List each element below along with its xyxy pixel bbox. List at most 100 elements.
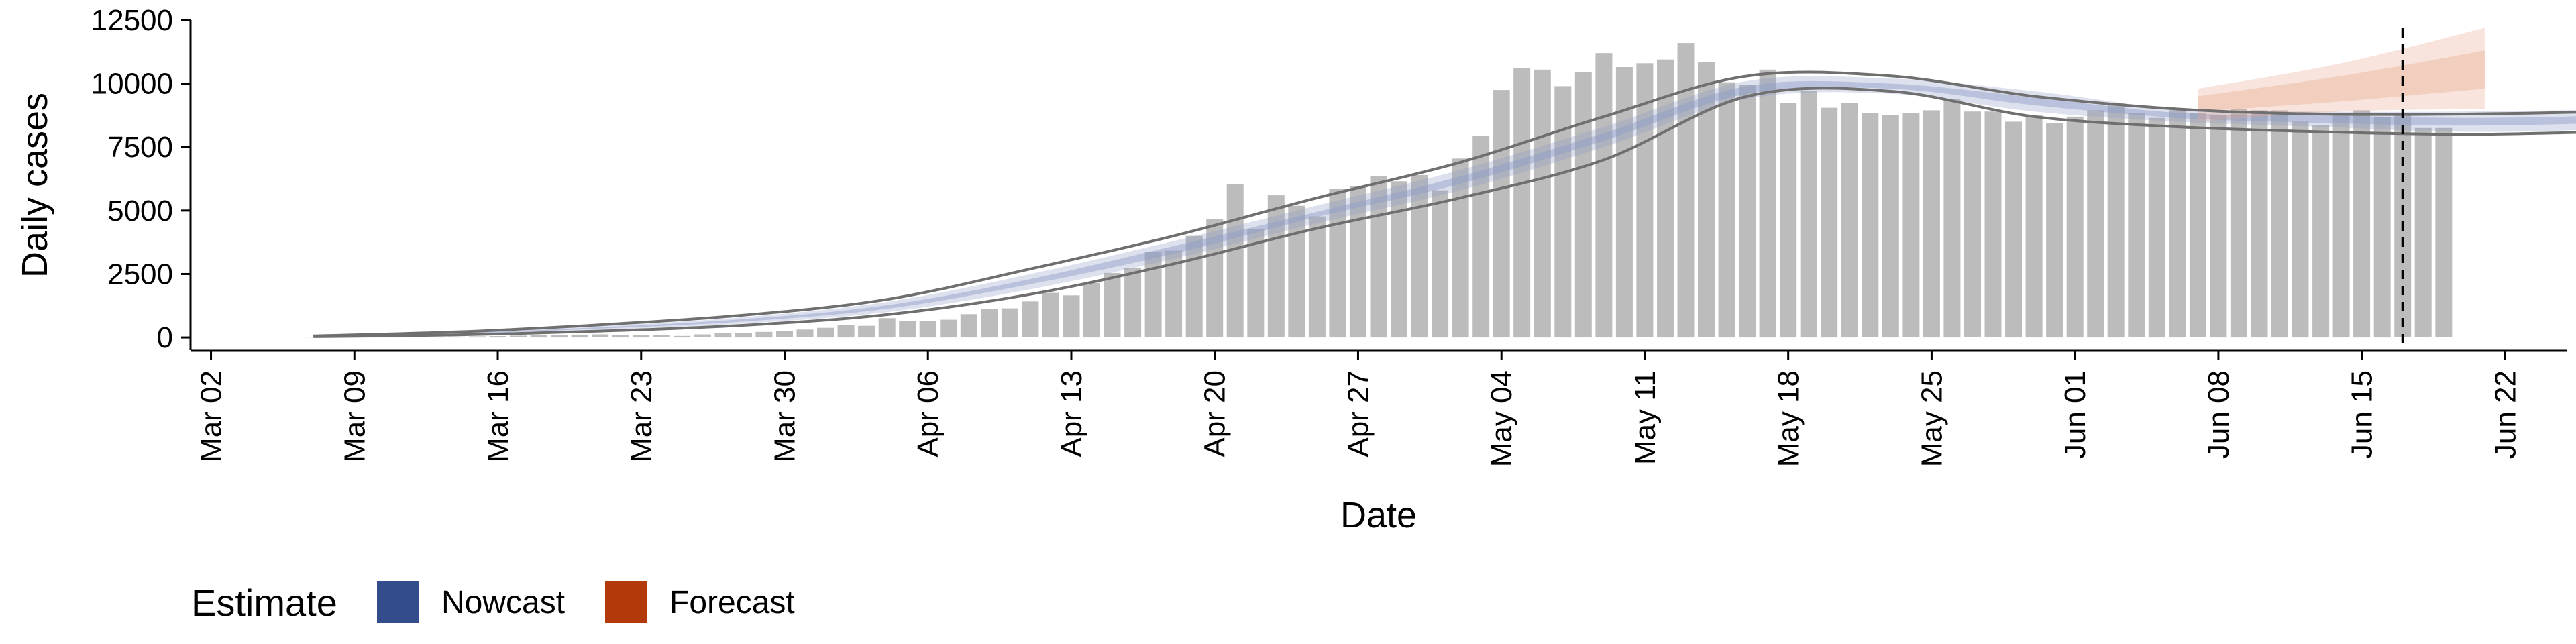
bar-reported-cases [837, 325, 855, 338]
bar-reported-cases [694, 334, 711, 337]
legend-label-forecast: Forecast [669, 585, 795, 621]
bar-reported-cases [1022, 301, 1039, 337]
bar-reported-cases [2292, 121, 2309, 338]
bar-reported-cases [1800, 91, 1817, 338]
forecast-band-90 [2198, 28, 2485, 122]
bar-reported-cases [1288, 205, 1305, 338]
bar-reported-cases [2066, 116, 2084, 338]
bar-reported-cases [2435, 127, 2453, 338]
bar-reported-cases [2312, 125, 2330, 338]
bar-reported-cases [1636, 63, 1654, 338]
x-tick-label: Mar 23 [625, 370, 658, 462]
bar-reported-cases [1513, 68, 1531, 338]
bar-reported-cases [1739, 85, 1756, 338]
y-tick-label: 10000 [91, 68, 173, 101]
x-tick-label: Apr 20 [1199, 370, 1232, 458]
bar-reported-cases [1574, 72, 1592, 338]
x-tick-label: Apr 27 [1342, 370, 1375, 458]
forecast-band-50 [2198, 50, 2485, 112]
bar-reported-cases [1759, 69, 1776, 338]
x-tick-label: Apr 13 [1055, 370, 1088, 458]
bar-reported-cases [1267, 195, 1285, 337]
x-tick-label: May 11 [1629, 370, 1662, 465]
y-tick-label: 7500 [107, 131, 173, 164]
bar-reported-cases [2373, 116, 2391, 338]
legend-swatch-forecast [605, 581, 647, 623]
x-tick-label: Jun 15 [2346, 370, 2379, 459]
bar-reported-cases [1329, 189, 1346, 338]
bar-reported-cases [1964, 111, 1981, 337]
bar-reported-cases [1452, 158, 1469, 338]
bar-reported-cases [776, 331, 793, 337]
bar-reported-cases [612, 335, 629, 338]
bar-reported-cases [2005, 121, 2022, 338]
y-axis-title: Daily cases [15, 93, 55, 278]
nowcast-outline-upper [313, 70, 2576, 337]
legend: Estimate Nowcast Forecast [191, 581, 795, 624]
x-axis: Mar 02 Mar 09 Mar 16 Mar 23 Mar 30 Apr 06 Apr … [191, 349, 2567, 467]
legend-label-nowcast: Nowcast [441, 585, 565, 621]
x-axis-title: Date [1340, 495, 1417, 535]
bar-reported-cases [1411, 174, 1428, 338]
y-tick-label: 0 [157, 321, 173, 354]
bar-reported-cases [1247, 229, 1265, 338]
bar-reported-cases [858, 325, 875, 338]
bar-reported-cases [674, 335, 691, 338]
bar-reported-cases [1595, 53, 1613, 338]
bar-reported-cases [1370, 176, 1387, 338]
bar-reported-cases [714, 333, 732, 338]
bar-reported-cases [1923, 110, 1940, 338]
legend-swatch-nowcast [377, 581, 419, 623]
estimate-bands [313, 28, 2576, 337]
bar-reported-cases [2414, 127, 2432, 338]
x-tick-label: Mar 16 [482, 370, 515, 462]
bar-reported-cases [653, 335, 670, 337]
bar-reported-cases [1554, 86, 1572, 338]
reported-cases-bars [305, 43, 2453, 338]
bar-reported-cases [1349, 186, 1366, 338]
bar-reported-cases [2169, 110, 2186, 338]
bar-reported-cases [755, 331, 773, 338]
bar-reported-cases [796, 329, 814, 337]
x-tick-label: Jun 01 [2059, 370, 2092, 459]
nowcast-outline-lower [313, 87, 2576, 338]
x-tick-label: Jun 22 [2489, 370, 2522, 459]
bar-reported-cases [510, 335, 527, 337]
bar-reported-cases [2087, 110, 2104, 338]
bar-reported-cases [960, 314, 977, 338]
bar-reported-cases [2271, 110, 2288, 338]
bar-reported-cases [1718, 82, 1735, 338]
bar-reported-cases [817, 327, 834, 338]
bar-reported-cases [2148, 117, 2165, 338]
bar-reported-cases [1780, 103, 1797, 338]
bar-reported-cases [1882, 115, 1899, 338]
bar-reported-cases [2353, 110, 2371, 338]
bar-reported-cases [489, 336, 506, 338]
x-tick-label: Mar 09 [338, 370, 371, 462]
nowcast-outlines [313, 70, 2576, 338]
x-ticks: Mar 02 Mar 09 Mar 16 Mar 23 Mar 30 Apr 06 Apr … [195, 350, 2522, 467]
bar-reported-cases [1063, 295, 1080, 338]
y-tick-label: 12500 [91, 4, 173, 37]
bar-reported-cases [1124, 268, 1142, 338]
bar-reported-cases [878, 318, 896, 338]
bar-reported-cases [571, 334, 588, 338]
bar-reported-cases [919, 321, 936, 338]
legend-title: Estimate [191, 582, 337, 624]
bar-reported-cases [1472, 136, 1490, 338]
y-axis: 0 2500 5000 7500 10000 12500 [91, 4, 192, 354]
x-tick-label: May 25 [1915, 370, 1948, 467]
bar-reported-cases [1206, 219, 1224, 337]
bar-reported-cases [2332, 115, 2350, 338]
x-tick-label: Mar 02 [195, 370, 228, 462]
bar-reported-cases [551, 335, 568, 338]
bar-reported-cases [1104, 272, 1121, 337]
bar-reported-cases [1841, 103, 1858, 338]
bar-reported-cases [1984, 111, 2002, 337]
bar-reported-cases [1226, 184, 1244, 338]
x-tick-label: Jun 08 [2202, 370, 2235, 459]
bar-reported-cases [1943, 99, 1961, 338]
bar-reported-cases [1862, 113, 1879, 337]
bar-reported-cases [1493, 90, 1510, 338]
